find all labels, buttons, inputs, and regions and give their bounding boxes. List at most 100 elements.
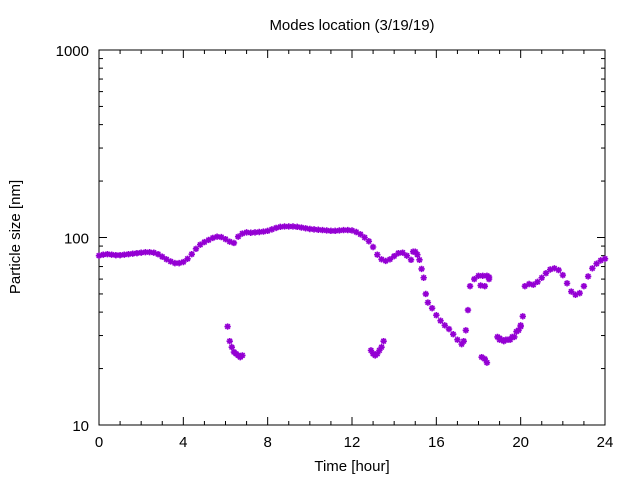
data-point xyxy=(100,251,107,258)
data-point xyxy=(129,250,136,257)
data-point xyxy=(289,223,297,230)
data-point xyxy=(584,273,592,280)
y-axis-label: Particle size [nm] xyxy=(7,180,24,294)
data-point xyxy=(441,322,448,329)
data-point xyxy=(175,259,183,267)
data-point xyxy=(95,252,103,259)
data-point xyxy=(302,225,309,232)
data-point xyxy=(361,234,368,241)
axis-ticks xyxy=(98,49,606,426)
data-point xyxy=(180,258,187,266)
data-point xyxy=(418,265,425,273)
data-point xyxy=(205,236,212,244)
data-point xyxy=(226,238,233,245)
x-tick-label: 8 xyxy=(263,434,271,451)
data-point xyxy=(306,225,314,233)
data-point xyxy=(462,327,470,334)
chart-title: Modes location (3/19/19) xyxy=(269,17,434,34)
data-point xyxy=(230,239,238,247)
data-point xyxy=(563,280,571,287)
data-point xyxy=(542,270,550,277)
data-point xyxy=(340,226,347,234)
data-point xyxy=(353,228,360,236)
data-point xyxy=(192,245,200,253)
data-point xyxy=(201,238,208,246)
data-point xyxy=(154,250,162,258)
data-point xyxy=(239,352,246,359)
data-point xyxy=(460,337,467,345)
data-point xyxy=(483,359,491,366)
data-point xyxy=(386,256,394,263)
data-point xyxy=(264,227,271,235)
tick-labels: 0 4 8 12 16 20 24 10 100 1000 xyxy=(56,43,614,451)
data-point xyxy=(277,223,284,231)
data-point xyxy=(466,282,474,290)
data-point xyxy=(137,249,145,256)
data-point xyxy=(580,282,588,290)
data-point xyxy=(142,248,149,256)
plot-frame xyxy=(98,49,606,426)
data-point xyxy=(336,227,343,234)
data-point xyxy=(517,323,524,330)
data-point xyxy=(390,252,398,260)
data-point xyxy=(525,280,533,288)
data-point xyxy=(228,343,236,351)
data-point xyxy=(167,258,174,265)
data-point xyxy=(420,274,427,281)
data-point xyxy=(315,226,322,233)
data-point xyxy=(502,336,510,343)
data-point xyxy=(568,288,575,295)
data-point xyxy=(239,230,246,237)
x-tick-label: 0 xyxy=(95,434,103,451)
data-point xyxy=(485,275,493,283)
data-point xyxy=(559,271,567,279)
data-point xyxy=(365,238,373,245)
y-tick-label: 100 xyxy=(64,231,89,248)
data-point xyxy=(481,355,489,363)
data-point xyxy=(530,281,537,288)
data-point xyxy=(593,260,600,267)
x-axis-label: Time [hour] xyxy=(314,458,389,475)
data-point xyxy=(576,289,583,297)
data-point xyxy=(367,347,375,354)
data-point xyxy=(171,259,179,267)
data-point xyxy=(197,241,204,248)
x-tick-label: 12 xyxy=(344,434,361,451)
data-point xyxy=(260,228,267,235)
x-tick-label: 4 xyxy=(179,434,187,451)
data-point xyxy=(293,223,301,231)
data-point xyxy=(213,233,221,240)
data-point xyxy=(374,251,381,258)
data-point xyxy=(243,229,250,236)
data-point xyxy=(538,274,545,281)
data-point xyxy=(412,248,419,255)
x-tick-label: 24 xyxy=(597,434,614,451)
data-point xyxy=(515,327,522,334)
data-point xyxy=(498,336,505,343)
data-point xyxy=(572,291,579,298)
x-tick-label: 20 xyxy=(512,434,529,451)
data-point xyxy=(357,231,364,238)
data-point xyxy=(597,257,604,264)
data-point xyxy=(475,272,482,279)
y-tick-label: 10 xyxy=(72,418,89,435)
data-point xyxy=(445,325,453,333)
data-point xyxy=(519,313,526,320)
x-tick-label: 16 xyxy=(428,434,445,451)
data-point xyxy=(458,340,465,348)
data-point xyxy=(378,256,385,263)
data-point xyxy=(478,353,485,361)
data-point xyxy=(116,251,124,259)
data-point xyxy=(414,251,421,258)
data-point xyxy=(395,249,402,257)
data-point xyxy=(399,249,406,256)
data-point xyxy=(521,282,529,290)
data-point xyxy=(272,224,280,232)
data-point xyxy=(416,256,423,264)
data-point xyxy=(327,227,335,235)
data-point xyxy=(551,265,558,272)
data-point xyxy=(477,282,484,289)
data-point xyxy=(428,304,436,312)
data-point xyxy=(555,266,562,274)
